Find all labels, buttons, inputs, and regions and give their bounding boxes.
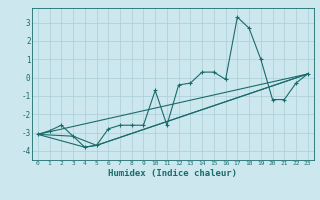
X-axis label: Humidex (Indice chaleur): Humidex (Indice chaleur) <box>108 169 237 178</box>
